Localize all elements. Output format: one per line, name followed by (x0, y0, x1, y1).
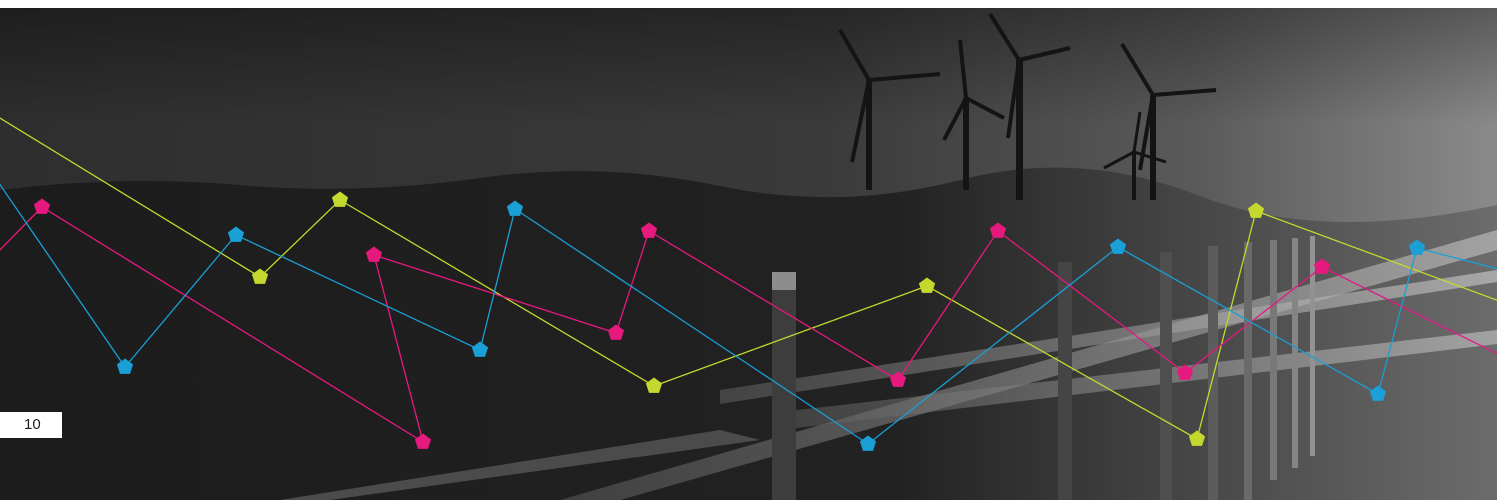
cyan-pentagon-marker (1109, 238, 1127, 254)
lime-pentagon-marker (645, 377, 663, 393)
lime-pentagon-marker (331, 191, 349, 207)
cyan-pentagon-marker (227, 226, 245, 242)
lime-pentagon-marker (251, 268, 269, 284)
wind-turbine-icon (988, 12, 1071, 200)
magenta-pentagon-marker (640, 222, 658, 238)
wind-turbine-icon (942, 39, 1005, 190)
wind-turbine-icon (1120, 42, 1217, 200)
cyan-pentagon-marker (859, 435, 877, 451)
cyan-line (0, 183, 1497, 445)
lime-line (0, 117, 1497, 440)
wind-turbine-icon (838, 28, 941, 190)
magenta-pentagon-marker (33, 198, 51, 214)
wind-turbine-icon (1103, 111, 1167, 200)
wind-turbine-icon (838, 12, 1217, 200)
fence-icon (280, 230, 1497, 500)
page-number: 10 (0, 412, 62, 438)
magenta-pentagon-marker (607, 324, 625, 340)
decorative-line-overlay (0, 117, 1497, 451)
magenta-pentagon-marker (1313, 258, 1331, 274)
cyan-pentagon-marker (506, 200, 524, 216)
cyan-pentagon-marker (1369, 385, 1387, 401)
lime-pentagon-marker (1188, 430, 1206, 446)
magenta-pentagon-marker (1176, 364, 1194, 380)
cyan-pentagon-marker (1408, 239, 1426, 255)
lime-pentagon-marker (1247, 202, 1265, 218)
magenta-pentagon-marker (414, 433, 432, 449)
lime-pentagon-marker (918, 277, 936, 293)
magenta-pentagon-marker (365, 246, 383, 262)
cyan-pentagon-marker (471, 341, 489, 357)
magenta-pentagon-marker (889, 371, 907, 387)
magenta-pentagon-marker (989, 222, 1007, 238)
cyan-pentagon-marker (116, 358, 134, 374)
